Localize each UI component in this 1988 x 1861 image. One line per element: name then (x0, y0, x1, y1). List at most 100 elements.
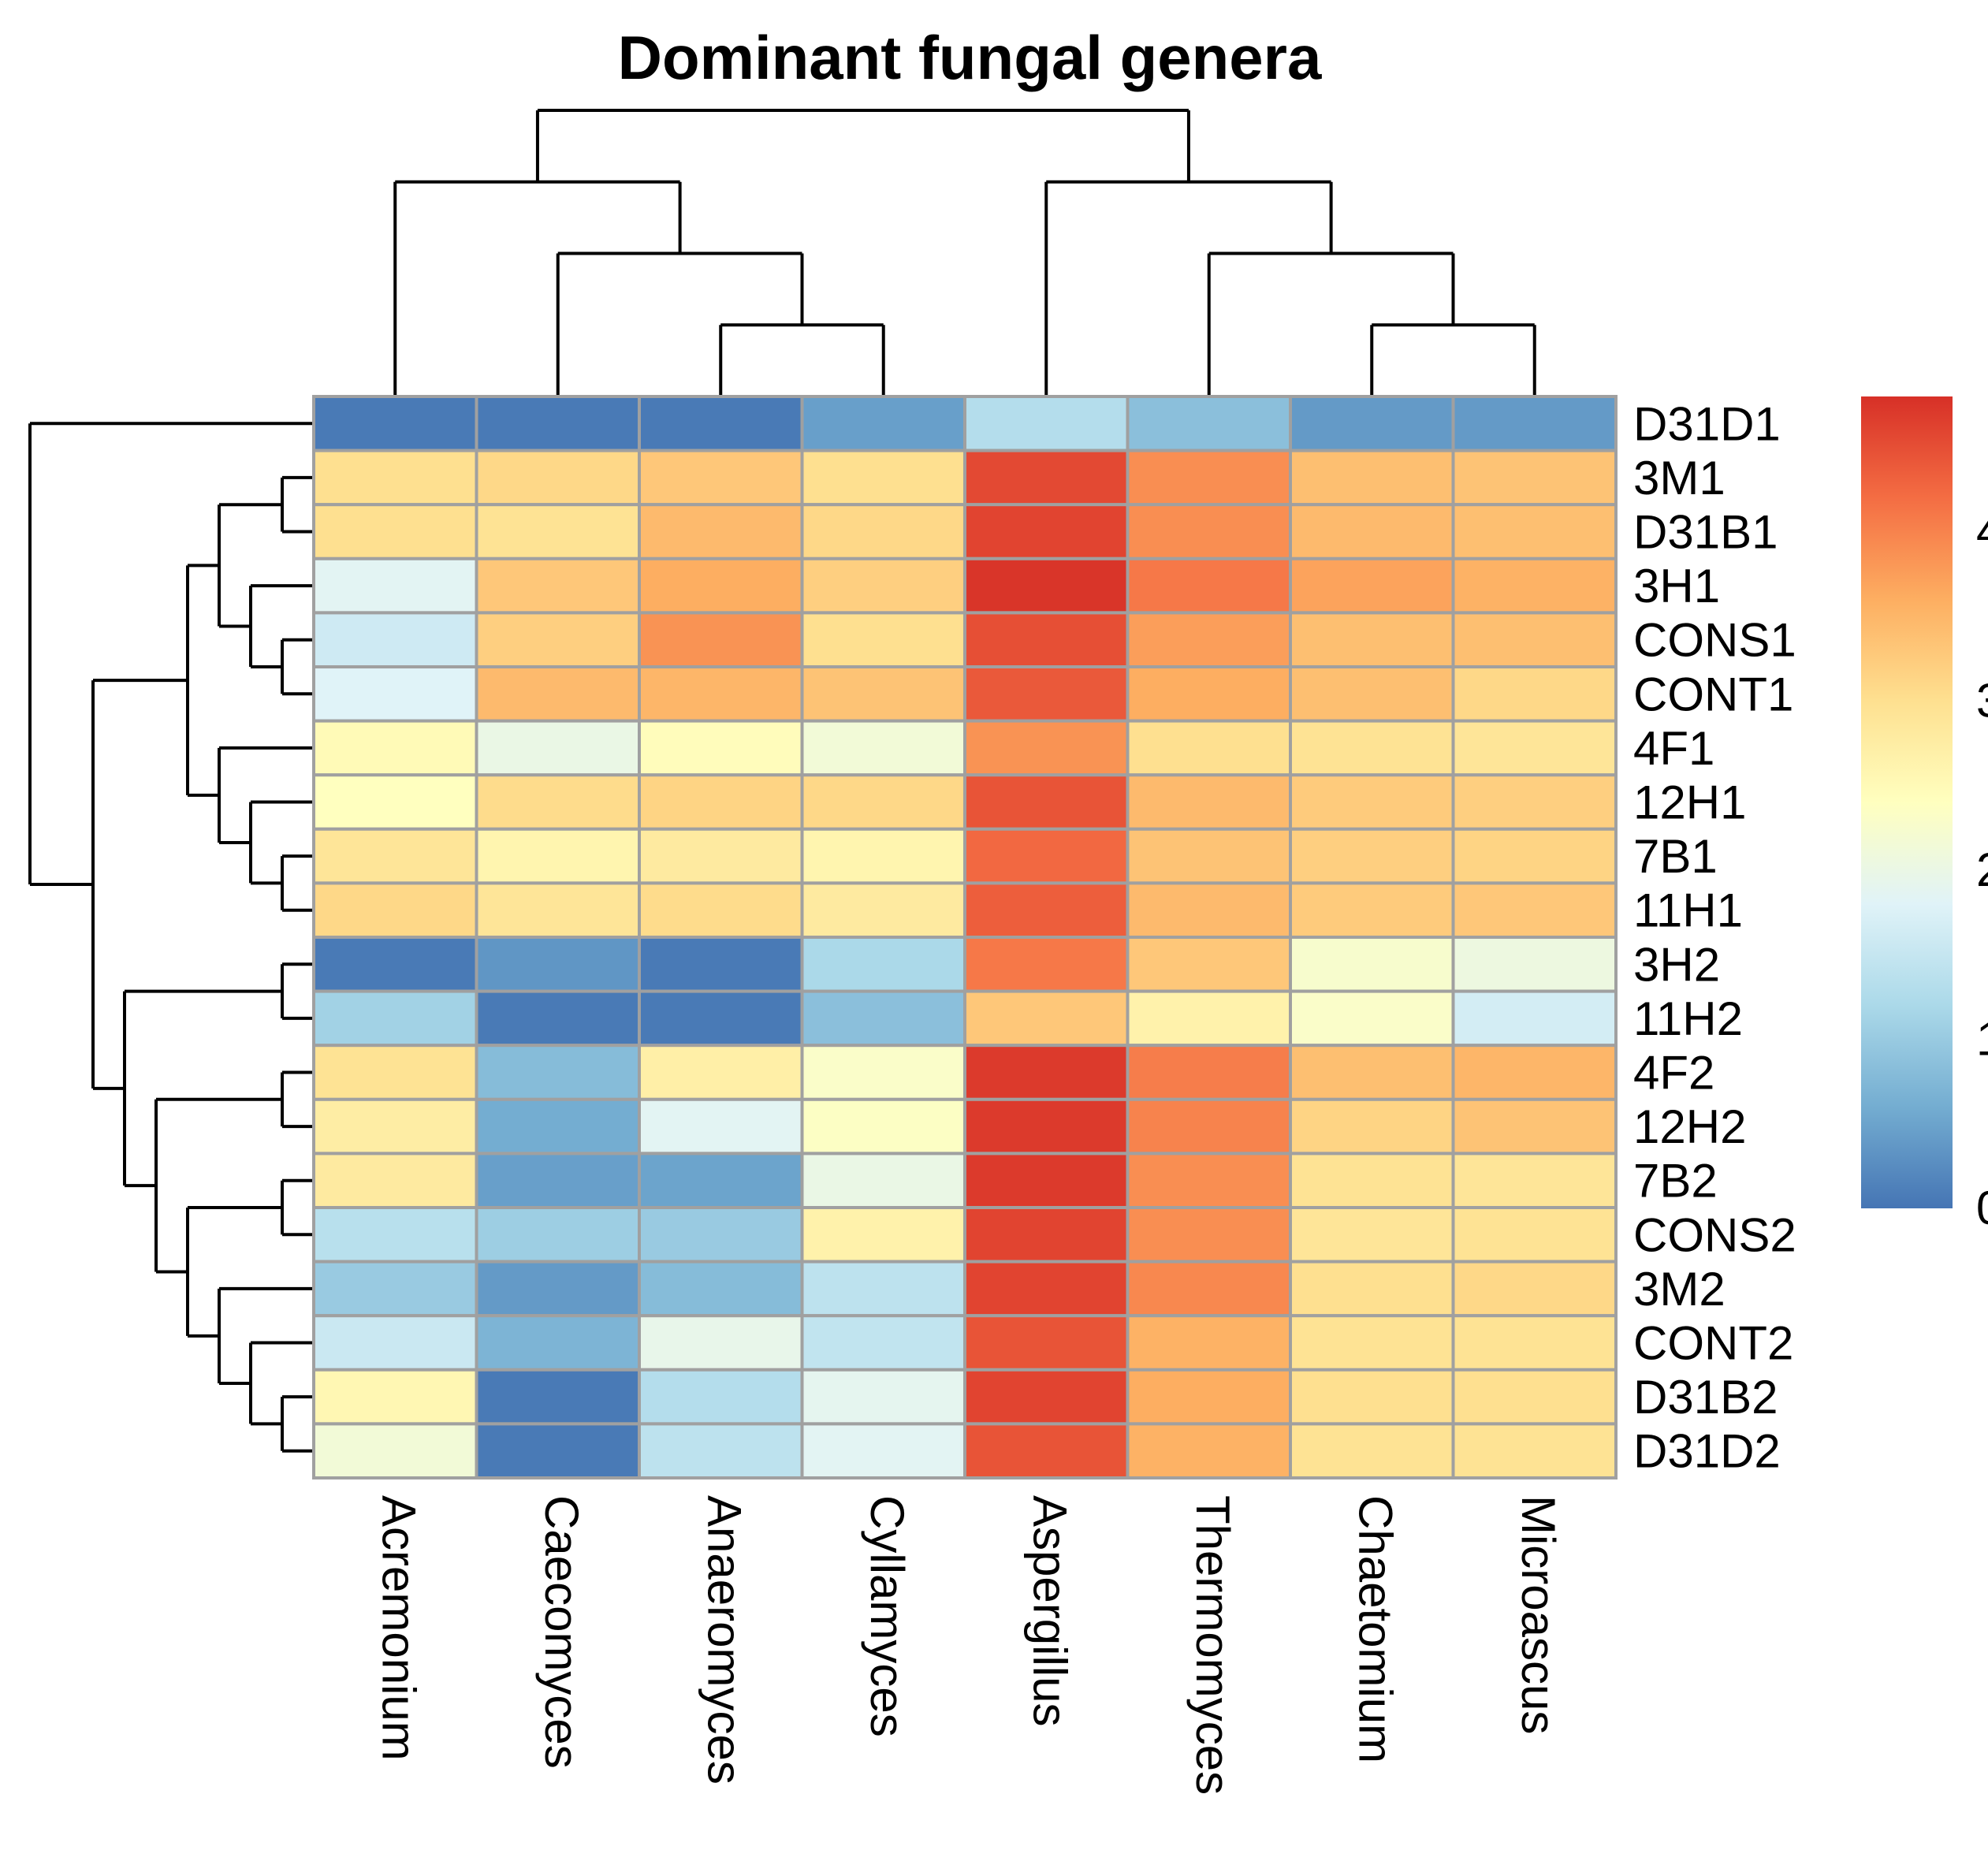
column-dendrogram-branch (1207, 251, 1455, 396)
heatmap-cell (475, 395, 641, 452)
heatmap-cell (800, 989, 966, 1048)
row-dendrogram-branch (123, 989, 282, 1188)
heatmap-cell (963, 556, 1130, 615)
row-label: 7B2 (1633, 1155, 1718, 1208)
row-dendrogram-branch (186, 564, 219, 797)
heatmap-cell (800, 1422, 966, 1480)
heatmap-cell (475, 989, 641, 1048)
heatmap-cell (475, 1314, 641, 1372)
heatmap-cell (312, 936, 478, 993)
heatmap-cell (1451, 449, 1618, 507)
heatmap-cell (312, 556, 478, 615)
heatmap-cell (1126, 719, 1292, 777)
legend-tick-label: 1 (1976, 1012, 1988, 1065)
heatmap-cell (963, 936, 1130, 993)
heatmap-cell (638, 395, 804, 452)
heatmap-cell (475, 719, 641, 777)
row-label: 3M2 (1633, 1263, 1726, 1316)
heatmap-cell (638, 611, 804, 669)
heatmap-cell (1126, 1260, 1292, 1318)
heatmap-cell (312, 1422, 478, 1480)
legend-tick-label: 4 (1976, 505, 1988, 558)
column-label: Anaeromyces (698, 1495, 750, 1785)
heatmap-cell (1126, 556, 1292, 615)
heatmap-cell (312, 395, 478, 452)
heatmap-cell (1126, 503, 1292, 560)
heatmap-cell (1451, 881, 1618, 940)
heatmap-cell (475, 1206, 641, 1264)
heatmap-cell (800, 395, 966, 452)
heatmap-cell (1289, 719, 1455, 777)
row-label: 12H1 (1633, 776, 1746, 829)
column-dendrogram-branch (1370, 323, 1536, 396)
legend-tick-label: 2 (1976, 843, 1988, 896)
heatmap-cell (963, 1206, 1130, 1264)
heatmap-cell (312, 611, 478, 669)
column-label: Cyllamyces (861, 1495, 914, 1737)
heatmap-cell (800, 665, 966, 723)
heatmap-cell (800, 719, 966, 777)
heatmap-cell (963, 719, 1130, 777)
heatmap-cell (1289, 1260, 1455, 1318)
row-label: 11H2 (1633, 992, 1743, 1045)
heatmap-cell (963, 1044, 1130, 1101)
heatmap-cell (1126, 827, 1292, 885)
heatmap-cell (800, 881, 966, 940)
heatmap-cell (475, 1368, 641, 1426)
column-dendrogram-branch (393, 180, 682, 396)
heatmap-cell (963, 1260, 1130, 1318)
chart-title: Dominant fungal genera (618, 23, 1322, 92)
heatmap-cell (1126, 1097, 1292, 1156)
heatmap-cell (1451, 556, 1618, 615)
heatmap-cell (800, 1206, 966, 1264)
heatmap-cell (800, 827, 966, 885)
heatmap-cell (1126, 1314, 1292, 1372)
heatmap-cell (800, 449, 966, 507)
heatmap-cell (800, 611, 966, 669)
column-labels: Acremonium Caecomyces Anaeromyces Cyllamyce… (372, 1495, 1565, 1795)
heatmap-cell (638, 773, 804, 831)
heatmap-cell (1126, 611, 1292, 669)
heatmap-cell (1126, 773, 1292, 831)
heatmap-cell (1289, 1314, 1455, 1372)
heatmap-cell (638, 1044, 804, 1101)
heatmap-cell (800, 1314, 966, 1372)
row-label: 3H1 (1633, 560, 1720, 612)
heatmap-cell (1451, 611, 1618, 669)
heatmap-cell (1289, 665, 1455, 723)
heatmap-cell (963, 827, 1130, 885)
heatmap-cell (638, 827, 804, 885)
heatmap-cell (1289, 503, 1455, 560)
heatmap-cell (1126, 1152, 1292, 1210)
heatmap-cell (475, 827, 641, 885)
heatmap-cell (963, 665, 1130, 723)
heatmap-cell (1126, 1044, 1292, 1101)
heatmap-cell (1126, 665, 1292, 723)
heatmap-cell (312, 1260, 478, 1318)
heatmap-cell (963, 1152, 1130, 1210)
heatmap-cell (963, 1314, 1130, 1372)
row-dendrogram-branch (281, 475, 314, 534)
row-dendrogram-branch (281, 1178, 314, 1237)
heatmap-cell (800, 1152, 966, 1210)
heatmap-cell (1289, 1206, 1455, 1264)
row-label: D31D2 (1633, 1425, 1781, 1478)
heatmap-cell (312, 1206, 478, 1264)
heatmap-cell (312, 1368, 478, 1426)
heatmap-cell (800, 1097, 966, 1156)
heatmap-cell (312, 1314, 478, 1372)
row-label: 11H1 (1633, 884, 1743, 937)
heatmap-cell (1451, 503, 1618, 560)
row-label: CONT2 (1633, 1317, 1793, 1370)
heatmap-cell (638, 719, 804, 777)
heatmap-cell (312, 503, 478, 560)
heatmap-cell (1289, 936, 1455, 993)
heatmap-cell (312, 1044, 478, 1101)
column-label: Thermomyces (1186, 1495, 1239, 1795)
heatmap-cell (1451, 395, 1618, 452)
heatmap-cell (1289, 989, 1455, 1048)
heatmap-cell (638, 1368, 804, 1426)
heatmap-cell (800, 936, 966, 993)
heatmap-cell (638, 1260, 804, 1318)
